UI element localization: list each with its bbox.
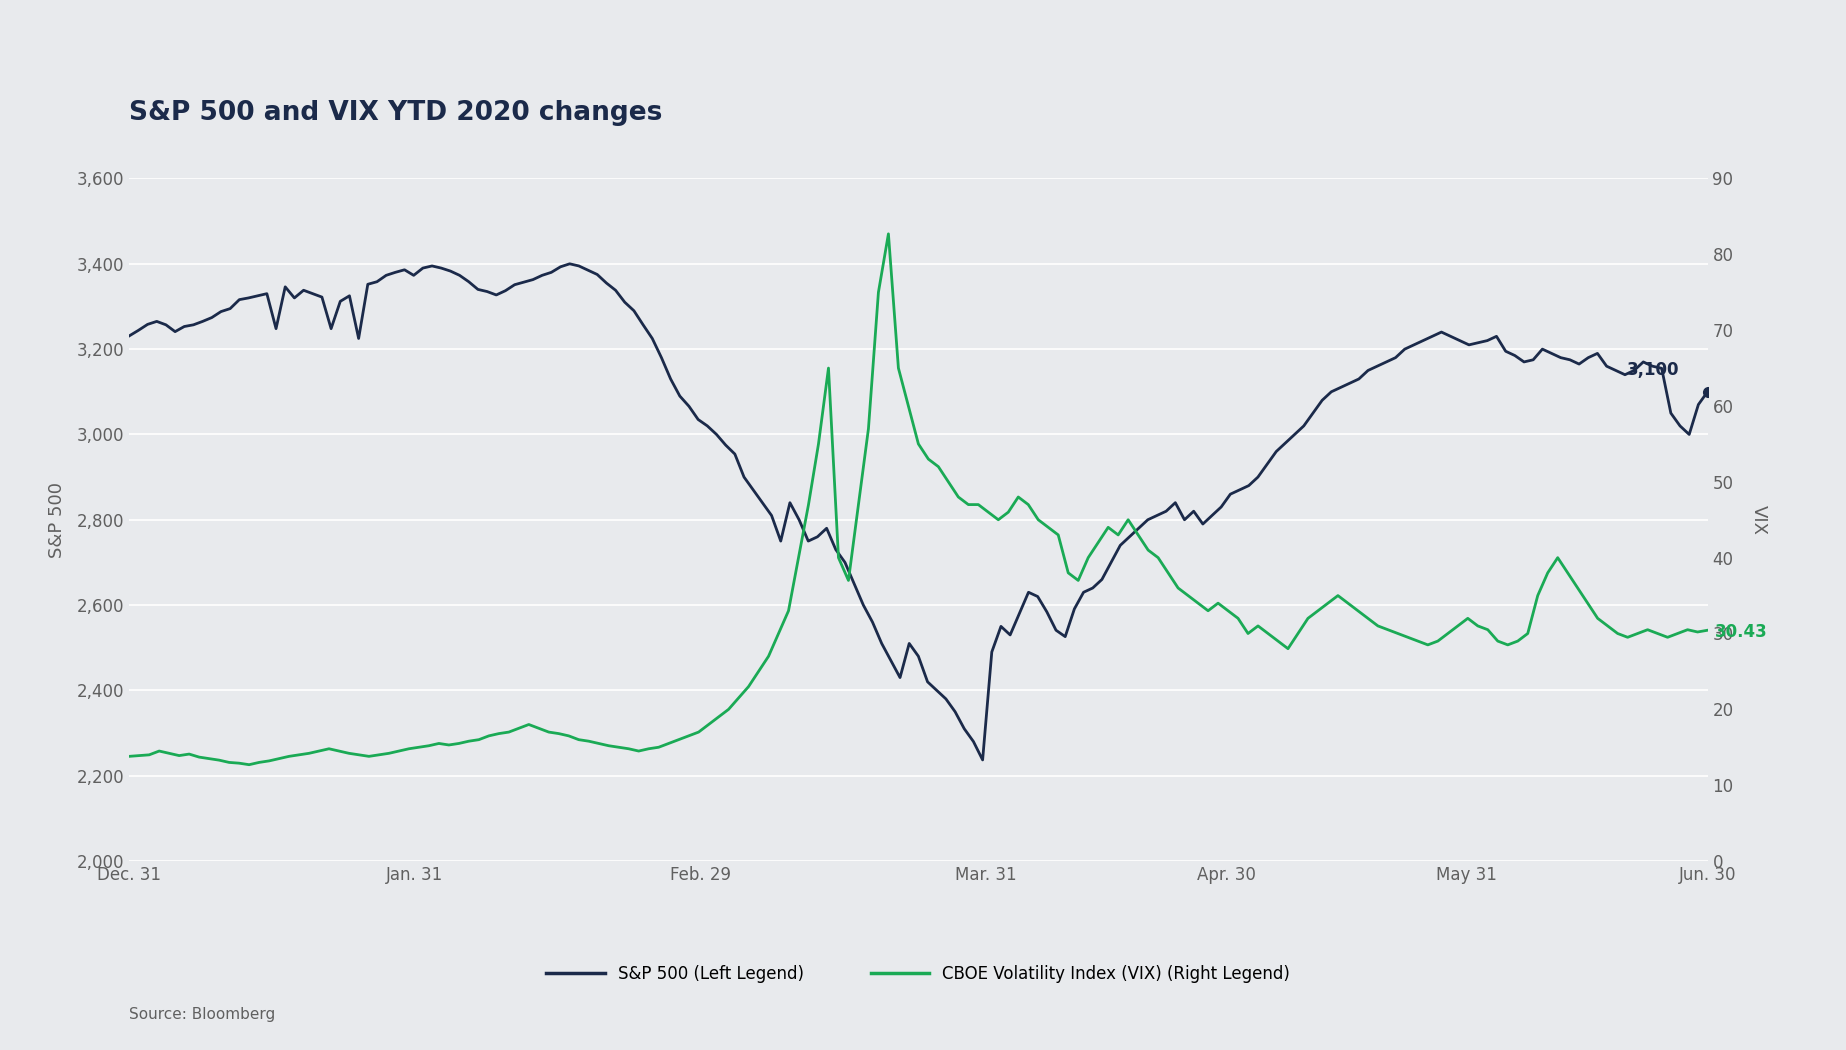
Text: 30.43: 30.43 xyxy=(1715,624,1767,642)
Y-axis label: S&P 500: S&P 500 xyxy=(48,482,66,558)
Text: S&P 500 and VIX YTD 2020 changes: S&P 500 and VIX YTD 2020 changes xyxy=(129,100,663,126)
Legend: S&P 500 (Left Legend), CBOE Volatility Index (VIX) (Right Legend): S&P 500 (Left Legend), CBOE Volatility I… xyxy=(546,965,1290,983)
Text: 3,100: 3,100 xyxy=(1626,361,1680,379)
Text: Source: Bloomberg: Source: Bloomberg xyxy=(129,1007,275,1022)
Y-axis label: VIX: VIX xyxy=(1750,505,1768,534)
